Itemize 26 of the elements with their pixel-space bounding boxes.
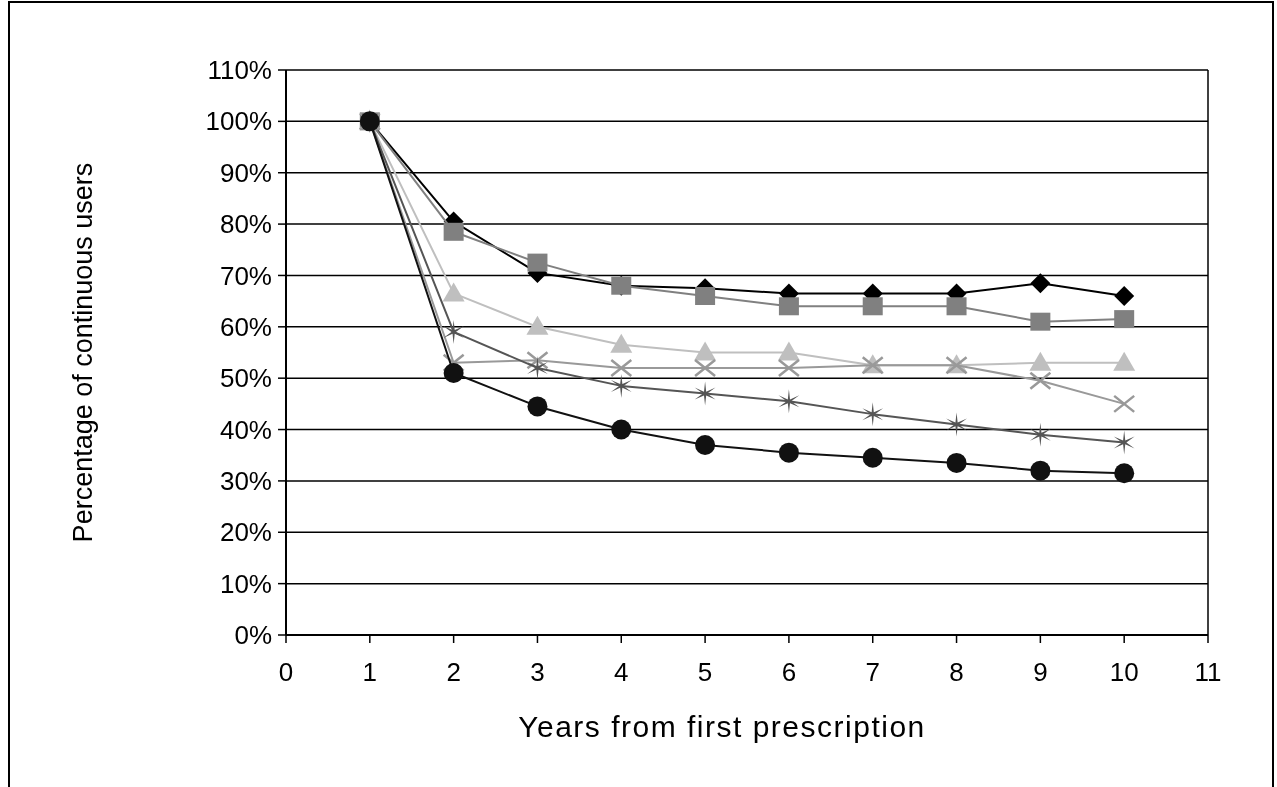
y-tick-label: 100%	[205, 106, 272, 137]
y-tick-label: 0%	[234, 620, 272, 651]
x-tick-label: 5	[697, 657, 713, 687]
y-axis-title: Percentage of continuous users	[68, 162, 98, 543]
y-tick-label: 40%	[219, 414, 272, 445]
y-tick-label: 90%	[219, 157, 272, 188]
y-tick-label: 70%	[219, 260, 272, 291]
y-tick-label: 80%	[219, 209, 272, 240]
y-tick-label: 60%	[219, 311, 272, 342]
y-tick-label: 110%	[207, 55, 272, 86]
x-tick-label: 9	[1033, 657, 1048, 687]
x-tick-label: 11	[1194, 657, 1222, 687]
x-axis-title: Years from first prescription	[518, 710, 926, 743]
x-tick-label: 4	[614, 657, 629, 687]
y-tick-label: 50%	[219, 363, 272, 394]
x-tick-label: 7	[865, 657, 880, 687]
x-tick-label: 10	[1109, 657, 1139, 687]
y-tick-label: 30%	[219, 466, 272, 497]
x-tick-label: 6	[781, 657, 797, 687]
x-tick-label: 2	[446, 657, 461, 687]
x-tick-label: 0	[278, 657, 294, 687]
x-tick-label: 1	[362, 657, 378, 687]
y-tick-label: 20%	[219, 517, 272, 548]
y-tick-label: 10%	[219, 568, 272, 599]
x-tick-label: 3	[530, 657, 545, 687]
x-tick-label: 8	[949, 657, 964, 687]
